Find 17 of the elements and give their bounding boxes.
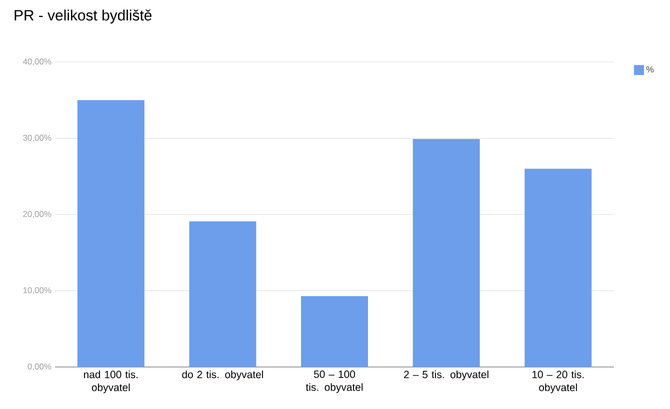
bar: [412, 139, 480, 367]
x-tick-label: 2 – 5 tis. obyvatel: [404, 370, 488, 380]
y-tick-label: 10,00%: [23, 287, 52, 294]
x-tick-label: nad 100 tis. obyvatel: [84, 370, 138, 394]
y-tick-label: 30,00%: [23, 134, 52, 142]
y-tick-label: 40,00%: [22, 58, 52, 66]
bar: [189, 221, 256, 367]
x-tick-label: 50 – 100 tis. obyvatel: [306, 370, 363, 393]
legend-label: %: [646, 66, 654, 72]
bar: [301, 296, 368, 367]
bar: [524, 168, 592, 367]
x-tick-label: do 2 tis. obyvatel: [182, 370, 263, 380]
chart-title: PR - velikost bydliště: [14, 10, 152, 24]
bar: [77, 100, 144, 367]
x-tick-label: 10 – 20 tis. obyvatel: [532, 370, 584, 394]
y-tick-label: 20,00%: [23, 211, 52, 218]
y-tick-label: 0,00%: [28, 364, 52, 370]
